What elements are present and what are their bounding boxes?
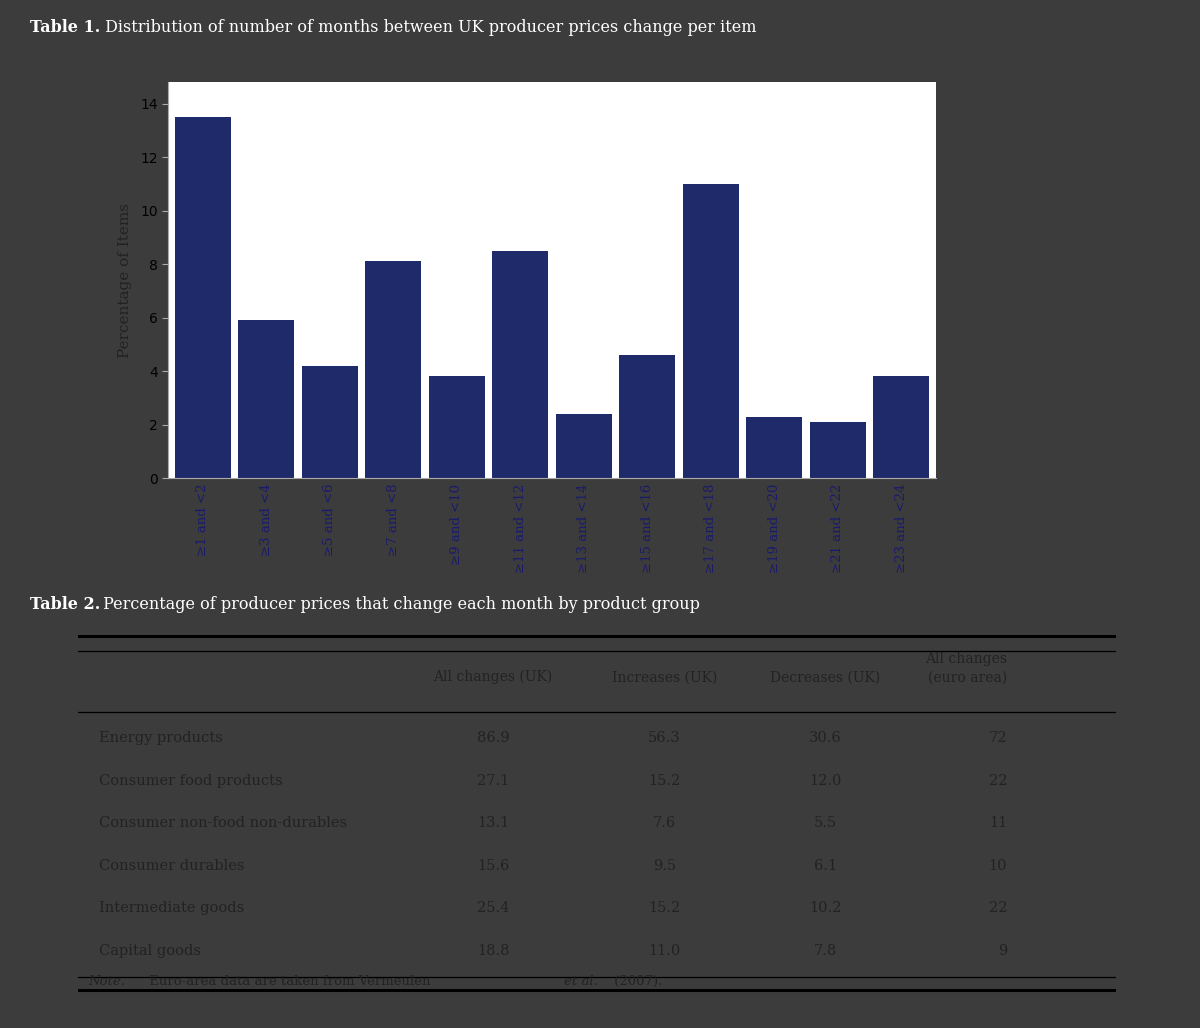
Text: 15.2: 15.2 (648, 774, 680, 787)
Bar (683, 184, 739, 478)
Bar (810, 421, 865, 478)
Text: Capital goods: Capital goods (98, 944, 200, 958)
Text: 10: 10 (989, 858, 1007, 873)
Y-axis label: Percentage of Items: Percentage of Items (118, 203, 132, 358)
Text: 7.8: 7.8 (814, 944, 836, 958)
Text: Energy products: Energy products (98, 731, 222, 745)
Text: 56.3: 56.3 (648, 731, 680, 745)
Text: Consumer durables: Consumer durables (98, 858, 245, 873)
Text: (2007).: (2007). (611, 976, 662, 988)
Text: Percentage of producer prices that change each month by product group: Percentage of producer prices that chang… (98, 596, 701, 613)
Text: All changes (UK): All changes (UK) (433, 670, 553, 685)
Bar (746, 416, 802, 478)
Text: All changes: All changes (925, 652, 1007, 666)
Text: 5.5: 5.5 (814, 816, 836, 831)
Text: 10.2: 10.2 (809, 902, 841, 915)
Text: 22: 22 (989, 774, 1007, 787)
Text: 27.1: 27.1 (478, 774, 509, 787)
Bar (619, 355, 676, 478)
Bar (492, 251, 548, 478)
Text: Intermediate goods: Intermediate goods (98, 902, 244, 915)
Bar (175, 117, 230, 478)
Text: 11: 11 (989, 816, 1007, 831)
Text: Consumer food products: Consumer food products (98, 774, 282, 787)
Text: Table 2.: Table 2. (30, 596, 101, 613)
Text: 18.8: 18.8 (476, 944, 510, 958)
Text: Note.: Note. (89, 976, 126, 988)
Text: 12.0: 12.0 (809, 774, 841, 787)
Text: 72: 72 (989, 731, 1007, 745)
Text: 25.4: 25.4 (478, 902, 509, 915)
Text: Distribution of number of months between UK producer prices change per item: Distribution of number of months between… (100, 20, 756, 36)
Text: Decreases (UK): Decreases (UK) (770, 670, 881, 685)
Text: 86.9: 86.9 (476, 731, 510, 745)
Bar (874, 376, 929, 478)
Text: 15.6: 15.6 (478, 858, 509, 873)
Text: 6.1: 6.1 (814, 858, 836, 873)
Bar (302, 366, 358, 478)
Text: (euro area): (euro area) (928, 670, 1007, 685)
Text: Consumer non-food non-durables: Consumer non-food non-durables (98, 816, 347, 831)
Text: 30.6: 30.6 (809, 731, 841, 745)
Text: Euro-area data are taken from Vermeulen: Euro-area data are taken from Vermeulen (145, 976, 436, 988)
Text: 13.1: 13.1 (478, 816, 509, 831)
Text: 9.5: 9.5 (653, 858, 676, 873)
Text: 7.6: 7.6 (653, 816, 676, 831)
Bar (365, 261, 421, 478)
Bar (556, 414, 612, 478)
Text: 11.0: 11.0 (648, 944, 680, 958)
Text: et al.: et al. (564, 976, 598, 988)
Bar (428, 376, 485, 478)
Text: Table 1.: Table 1. (30, 20, 101, 36)
Text: 22: 22 (989, 902, 1007, 915)
Bar (239, 321, 294, 478)
Text: 15.2: 15.2 (648, 902, 680, 915)
Text: 9: 9 (997, 944, 1007, 958)
Text: Increases (UK): Increases (UK) (612, 670, 718, 685)
